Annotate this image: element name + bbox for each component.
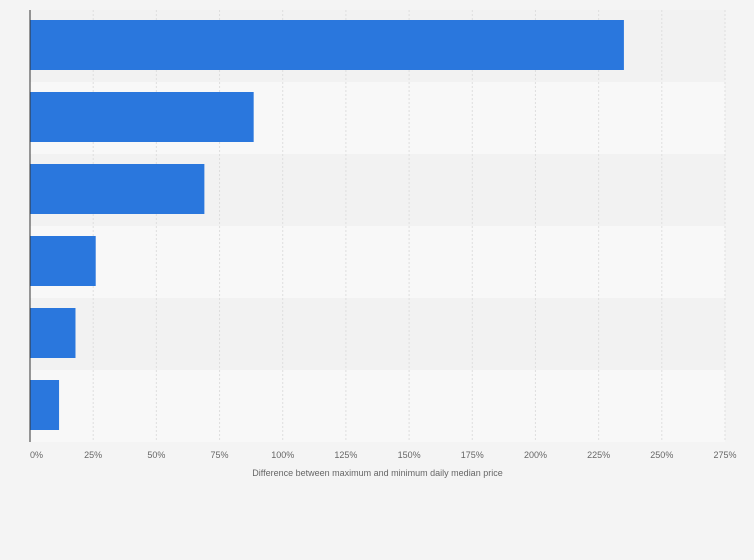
bar[interactable]: [30, 380, 60, 430]
x-tick-label: 250%: [650, 450, 673, 460]
bar[interactable]: [30, 20, 624, 70]
x-tick-label: 75%: [211, 450, 229, 460]
bar[interactable]: [30, 164, 205, 214]
gridlines: [92, 10, 726, 442]
x-tick-label: 25%: [84, 450, 102, 460]
bar[interactable]: [30, 308, 76, 358]
x-tick-label: 0%: [30, 450, 43, 460]
x-tick-label: 50%: [147, 450, 165, 460]
x-tick-labels: 0% 25% 50% 75% 100% 125% 150% 175% 200% 225% 250% 2…: [30, 450, 737, 460]
row-band: [30, 370, 725, 442]
x-tick-label: 100%: [271, 450, 294, 460]
x-axis-title: Difference between maximum and minimum d…: [252, 468, 502, 478]
x-tick-label: 125%: [334, 450, 357, 460]
x-tick-label: 275%: [713, 450, 736, 460]
row-bands: [30, 10, 725, 442]
x-tick-label: 175%: [461, 450, 484, 460]
row-band: [30, 298, 725, 370]
bar[interactable]: [30, 236, 96, 286]
row-band: [30, 226, 725, 298]
x-tick-label: 225%: [587, 450, 610, 460]
x-tick-label: 150%: [398, 450, 421, 460]
bars: [30, 20, 624, 430]
bar[interactable]: [30, 92, 254, 142]
x-tick-label: 200%: [524, 450, 547, 460]
